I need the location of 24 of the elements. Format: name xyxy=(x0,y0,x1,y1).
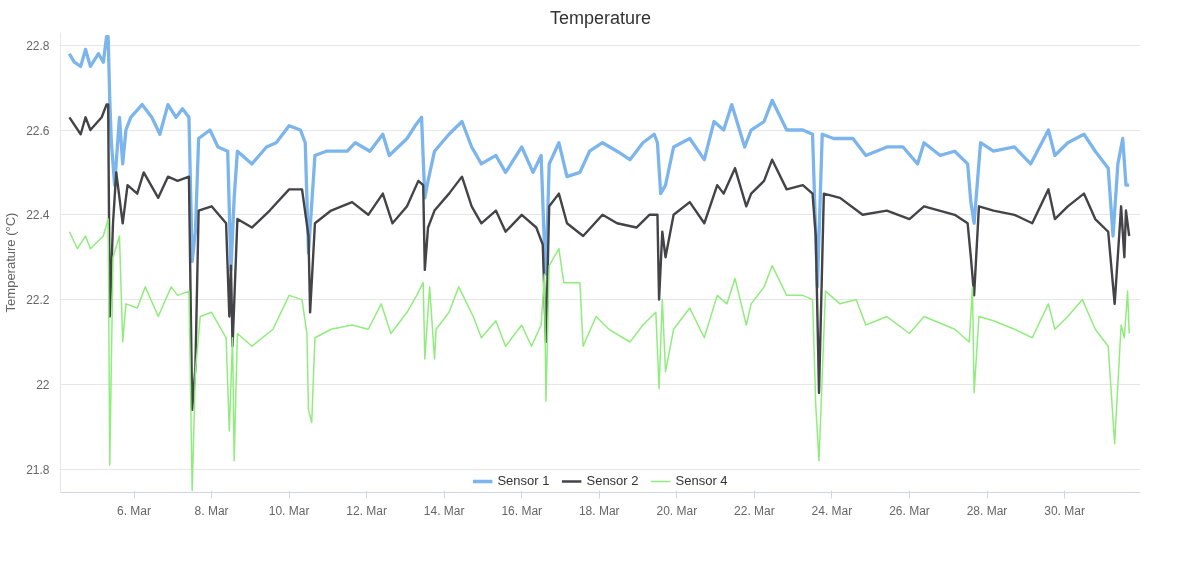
legend-label: Sensor 1 xyxy=(497,473,550,488)
y-tick-label: 22 xyxy=(36,377,50,392)
x-tick-label: 14. Mar xyxy=(423,503,465,518)
x-tick-label: 26. Mar xyxy=(889,503,930,518)
x-tick-label: 16. Mar xyxy=(501,503,543,518)
x-tick-label: 10. Mar xyxy=(268,503,310,518)
y-tick-label: 22.6 xyxy=(26,123,50,138)
x-tick-label: 20. Mar xyxy=(656,503,698,518)
chart-title: Temperature xyxy=(549,7,652,28)
y-tick-label: 21.8 xyxy=(26,462,50,477)
y-tick-label: 22.2 xyxy=(26,293,50,308)
x-tick-label: 28. Mar xyxy=(966,503,1008,518)
y-axis-title: Temperature (°C) xyxy=(3,212,19,313)
x-tick-label: 24. Mar xyxy=(811,503,853,518)
x-tick-label: 18. Mar xyxy=(578,503,620,518)
x-tick-label: 30. Mar xyxy=(1044,503,1085,518)
x-tick-label: 22. Mar xyxy=(734,503,775,518)
legend-label: Sensor 4 xyxy=(675,473,728,488)
y-tick-label: 22.8 xyxy=(26,38,50,53)
x-tick-label: 12. Mar xyxy=(346,503,387,518)
x-tick-label: 6. Mar xyxy=(117,503,152,518)
x-tick-label: 8. Mar xyxy=(194,503,229,518)
legend-label: Sensor 2 xyxy=(586,473,639,488)
y-tick-label: 22.4 xyxy=(26,208,50,223)
